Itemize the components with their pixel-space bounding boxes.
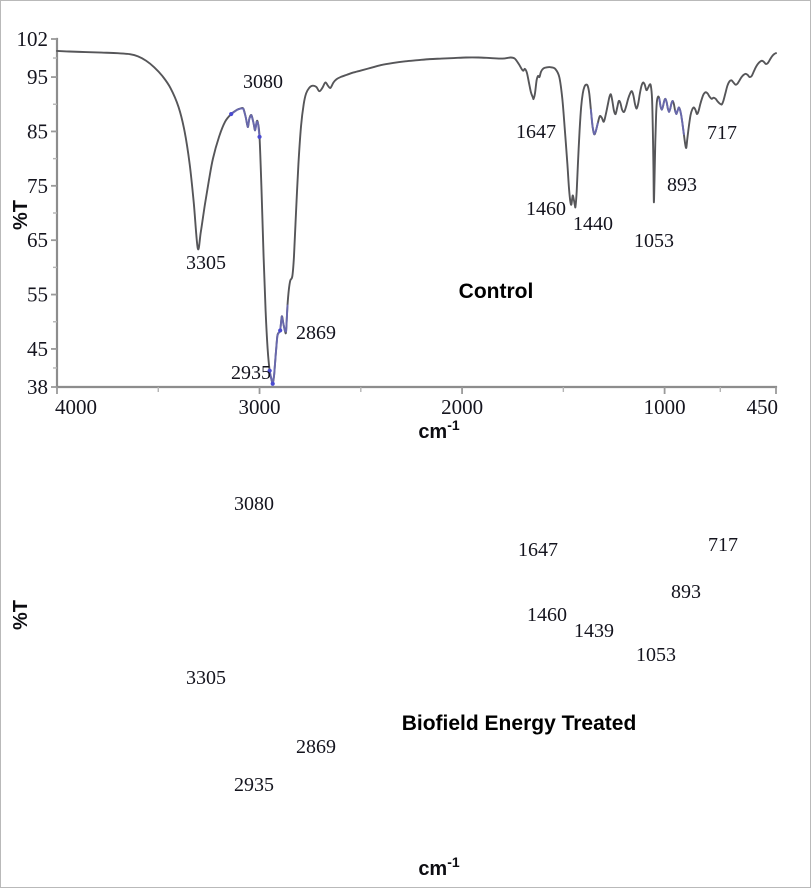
x-axis-title-superscript: -1 bbox=[447, 417, 460, 433]
spectrum-highlight bbox=[589, 108, 599, 136]
y-axis-title: %T bbox=[10, 600, 32, 630]
control-axes bbox=[51, 37, 778, 394]
peak-label-3080: 3080 bbox=[243, 71, 283, 93]
peak-marker-dot bbox=[270, 381, 275, 386]
peak-annotations: 3305 3080 2935 2869 1647 1460 1439 1053 893 717 bbox=[186, 493, 738, 796]
peak-marker-dots bbox=[229, 111, 283, 386]
x-tick-label: 1000 bbox=[644, 395, 686, 419]
y-tick-label: 55 bbox=[27, 283, 48, 307]
peak-label-893: 893 bbox=[671, 581, 701, 603]
peak-label-1647: 1647 bbox=[516, 121, 556, 143]
peak-annotations: 3305 3080 2935 2869 1647 1460 1440 1053 893 717 bbox=[186, 71, 737, 384]
peak-label-1439: 1439 bbox=[574, 620, 614, 642]
peak-label-3305: 3305 bbox=[186, 252, 226, 274]
spectrum-highlight bbox=[268, 304, 289, 385]
spectrum-highlight bbox=[674, 106, 685, 136]
peak-marker-dot bbox=[229, 111, 234, 117]
y-axis-tick-labels: 102 95 85 75 65 55 45 38 bbox=[17, 27, 49, 399]
x-axis-title-base: cm bbox=[418, 858, 447, 880]
peak-label-2869: 2869 bbox=[296, 736, 336, 758]
peak-label-717: 717 bbox=[707, 122, 737, 144]
peak-label-1440: 1440 bbox=[573, 213, 613, 235]
peak-label-1460: 1460 bbox=[527, 604, 567, 626]
y-axis-tick-labels: 1019585756556 bbox=[17, 885, 49, 888]
spectrum-highlight bbox=[658, 97, 674, 113]
y-tick-label: 38 bbox=[27, 375, 48, 399]
x-tick-label: 2000 bbox=[441, 395, 483, 419]
peak-label-3080: 3080 bbox=[234, 493, 274, 515]
peak-label-717: 717 bbox=[708, 534, 738, 556]
chart-panel-control: 102 95 85 75 65 55 45 38 4000 3000 2000 1000 450 %T… bbox=[1, 1, 810, 445]
peak-marker-dot bbox=[278, 328, 283, 333]
peak-label-1460: 1460 bbox=[526, 198, 566, 220]
x-axis-title: cm-1 bbox=[418, 417, 460, 443]
y-tick-label: 85 bbox=[27, 119, 48, 143]
peak-label-1647: 1647 bbox=[518, 539, 558, 561]
x-axis-ticks bbox=[56, 387, 777, 394]
peak-marker-dot bbox=[267, 368, 272, 373]
x-axis-title-base: cm bbox=[418, 421, 447, 443]
x-tick-label: 4000 bbox=[55, 395, 97, 419]
control-spectrum-svg: 102 95 85 75 65 55 45 38 4000 3000 2000 1000 450 %T… bbox=[10, 27, 778, 443]
series-label-biofield-energy-treated: Biofield Energy Treated bbox=[402, 712, 637, 735]
peak-label-2935: 2935 bbox=[231, 362, 271, 384]
peak-marker-dot bbox=[257, 134, 262, 139]
y-tick-label: 101 bbox=[17, 885, 49, 888]
peak-label-2869: 2869 bbox=[296, 322, 336, 344]
y-tick-label: 45 bbox=[27, 337, 48, 361]
x-axis-title: cm-1 bbox=[418, 854, 460, 880]
series-label-control: Control bbox=[459, 280, 534, 303]
y-tick-label: 102 bbox=[17, 27, 49, 51]
x-tick-label: 3000 bbox=[239, 395, 281, 419]
peak-label-3305: 3305 bbox=[186, 667, 226, 689]
y-tick-label: 75 bbox=[27, 174, 48, 198]
x-tick-label: 450 bbox=[747, 395, 779, 419]
peak-label-893: 893 bbox=[667, 174, 697, 196]
y-axis-title: %T bbox=[10, 200, 32, 230]
x-axis-title-superscript: -1 bbox=[447, 854, 460, 870]
peak-label-2935: 2935 bbox=[234, 774, 274, 796]
spectrum-highlight bbox=[230, 107, 261, 138]
spectrum-curve bbox=[56, 50, 777, 385]
x-axis-tick-labels: 4000 3000 2000 1000 450 bbox=[55, 395, 778, 419]
peak-label-1053: 1053 bbox=[636, 644, 676, 666]
y-axis-ticks bbox=[51, 38, 57, 388]
y-tick-label: 95 bbox=[27, 65, 48, 89]
y-tick-label: 65 bbox=[27, 228, 48, 252]
peak-label-1053: 1053 bbox=[634, 230, 674, 252]
